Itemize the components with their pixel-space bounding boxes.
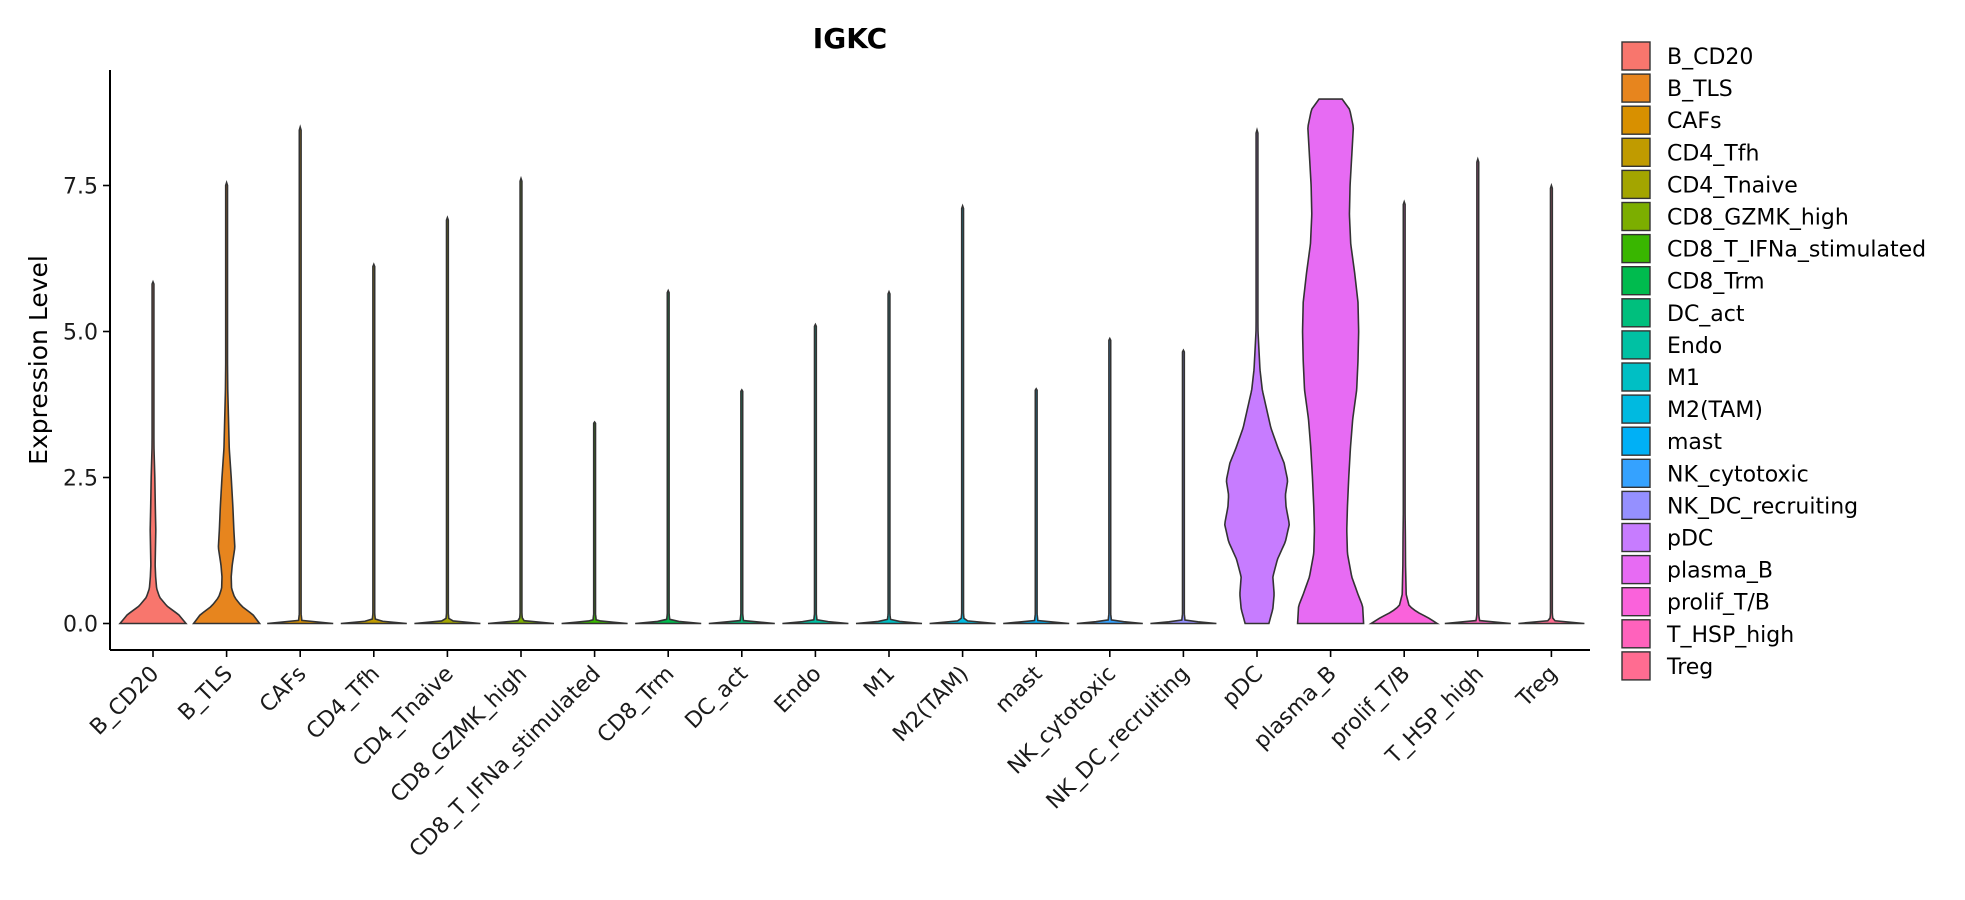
legend-swatch — [1621, 233, 1651, 264]
legend-swatch — [1621, 587, 1651, 617]
legend-label: CD4_Tfh — [1667, 141, 1759, 166]
violin-mast — [1003, 387, 1070, 625]
x-tick-label: M1 — [859, 662, 900, 703]
legend-swatch — [1621, 554, 1651, 585]
x-tick-label: DC_act — [681, 661, 754, 734]
legend-label: pDC — [1667, 527, 1713, 552]
legend-swatch — [1621, 105, 1651, 135]
x-tick-label: mast — [991, 661, 1048, 718]
legend-label: NK_cytotoxic — [1667, 462, 1809, 487]
violin-plasma-b — [1296, 98, 1365, 625]
legend-label: M2(TAM) — [1667, 398, 1763, 423]
legend-swatch — [1621, 330, 1651, 360]
violin-dc-act — [708, 388, 775, 625]
legend-label: mast — [1667, 430, 1722, 455]
legend-label: Treg — [1666, 655, 1713, 680]
violin-cd8-t-ifna-stimulated — [561, 420, 628, 625]
violin-endo — [782, 322, 849, 625]
legend-swatch — [1621, 73, 1651, 103]
legend-swatch — [1621, 651, 1651, 681]
legend-swatch — [1621, 169, 1651, 200]
x-tick-label: Endo — [770, 662, 827, 719]
legend-label: CD8_Trm — [1667, 270, 1765, 295]
y-tick-label: 5.0 — [63, 321, 98, 346]
violin-t-hsp-high — [1444, 156, 1511, 625]
legend-label: Endo — [1667, 334, 1722, 359]
violin-treg — [1518, 182, 1585, 625]
legend-label: B_TLS — [1667, 77, 1733, 102]
y-axis-label: Expression Level — [24, 255, 53, 465]
legend-label: M1 — [1667, 366, 1700, 391]
violin-prolif-t-b — [1368, 199, 1440, 625]
violin-b-tls — [191, 179, 262, 625]
x-tick-label: B_TLS — [174, 662, 238, 726]
violin-cd4-tnaive — [414, 215, 481, 625]
legend-label: CD8_GZMK_high — [1667, 206, 1849, 231]
legend-label: CAFs — [1667, 109, 1722, 134]
legend-swatch — [1621, 362, 1651, 392]
legend-swatch — [1621, 137, 1651, 168]
legend-label: NK_DC_recruiting — [1667, 494, 1858, 519]
y-tick-label: 0.0 — [63, 613, 98, 638]
legend-swatch — [1621, 426, 1651, 456]
violin-cd8-gzmk-high — [487, 175, 555, 625]
x-tick-label: M2(TAM) — [888, 662, 973, 747]
legend-label: plasma_B — [1667, 559, 1773, 584]
y-tick-label: 7.5 — [63, 175, 98, 200]
legend-label: prolif_T/B — [1667, 591, 1770, 616]
chart-title: IGKC — [813, 22, 887, 55]
violin-cd4-tfh — [340, 262, 407, 625]
x-tick-label: CD8_Trm — [593, 662, 680, 749]
legend-swatch — [1621, 522, 1651, 553]
violins-group — [118, 98, 1585, 625]
axes-group: 0.02.55.07.5B_CD20 B_TLS CAFsCD4_TfhCD4_Tn… — [63, 70, 1590, 862]
x-tick-label: Treg — [1512, 662, 1563, 713]
violin-b-cd20 — [118, 279, 188, 625]
legend-swatch — [1621, 41, 1651, 71]
x-tick-label: NK_DC_recruiting — [1042, 662, 1195, 815]
legend-swatch — [1621, 458, 1651, 488]
legend-label: DC_act — [1667, 302, 1745, 327]
legend-swatch — [1621, 490, 1651, 521]
y-tick-label: 2.5 — [63, 467, 98, 492]
legend-swatch — [1621, 619, 1651, 649]
legend-label: T_HSP_high — [1666, 623, 1794, 648]
violin-m1 — [855, 289, 923, 625]
legend-swatch — [1621, 394, 1651, 424]
legend-label: CD8_T_IFNa_stimulated — [1667, 238, 1926, 263]
x-tick-label: B_CD20 — [85, 662, 164, 741]
violin-pdc — [1223, 127, 1291, 625]
violin-m2-tam- — [929, 203, 996, 625]
violin-nk-dc-recruiting — [1150, 348, 1217, 625]
x-tick-label: CAFs — [255, 662, 311, 718]
violin-cafs — [267, 124, 334, 625]
legend-label: B_CD20 — [1667, 45, 1753, 70]
legend-swatch — [1621, 298, 1651, 328]
legend-label: CD4_Tnaive — [1667, 173, 1798, 198]
legend: B_CD20 B_TLS CAFs CD4_Tfh CD4_Tnaive CD8_GZMK… — [1621, 41, 1926, 681]
violin-cd8-trm — [635, 288, 702, 625]
x-tick-label: CD8_GZMK_high — [386, 662, 532, 808]
legend-swatch — [1621, 201, 1651, 232]
legend-swatch — [1621, 266, 1651, 296]
violin-nk-cytotoxic — [1076, 336, 1143, 625]
x-tick-label: pDC — [1218, 662, 1268, 712]
